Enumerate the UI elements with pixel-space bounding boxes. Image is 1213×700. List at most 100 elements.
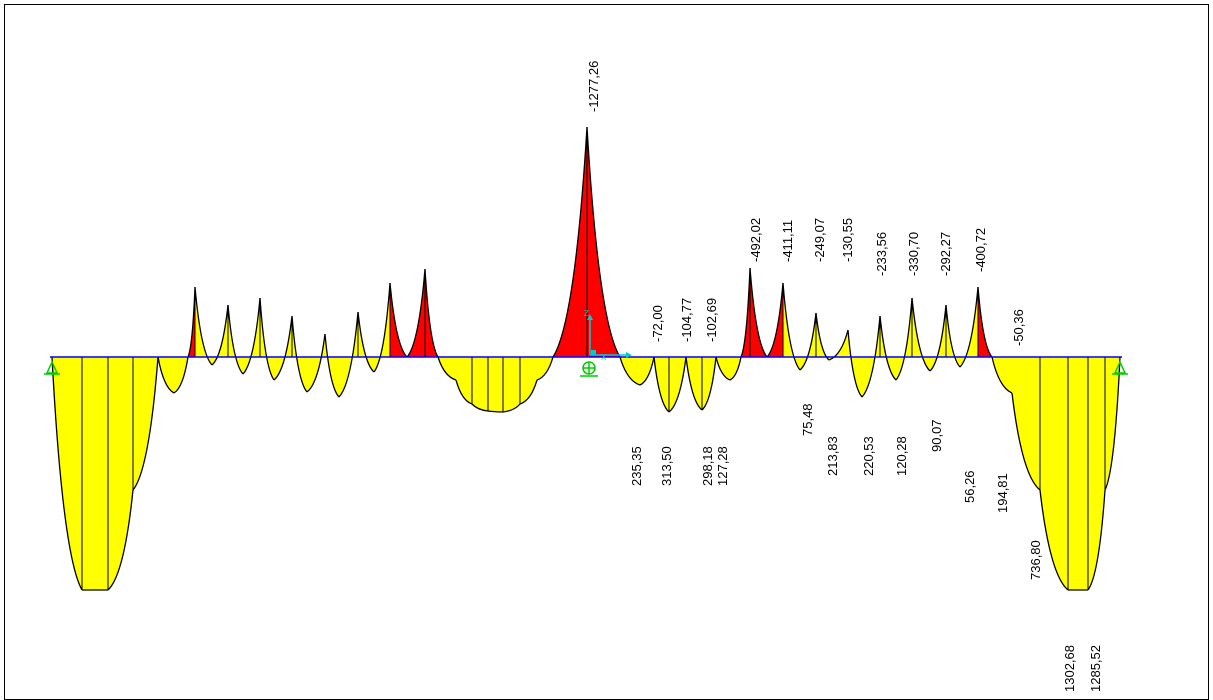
negative-moment-region xyxy=(407,269,425,357)
diagram-outline xyxy=(389,282,408,358)
value-label: 75,48 xyxy=(800,403,815,436)
diagram-outline xyxy=(552,126,588,358)
diagram-outline xyxy=(847,329,863,398)
value-label: 298,18 xyxy=(700,446,715,486)
positive-moment-region xyxy=(307,334,325,392)
positive-moment-region xyxy=(716,357,730,380)
diagram-outline xyxy=(911,297,931,372)
positive-moment-region xyxy=(520,357,537,404)
positive-moment-region xyxy=(946,305,960,367)
positive-moment-region xyxy=(52,357,82,590)
diagram-outline xyxy=(685,356,703,411)
diagram-outline xyxy=(519,379,538,405)
diagram-outline xyxy=(815,312,830,361)
positive-moment-region xyxy=(537,357,553,380)
positive-moment-region xyxy=(456,357,472,404)
diagram-outline xyxy=(306,333,326,393)
positive-moment-region xyxy=(640,357,654,385)
value-label: 56,26 xyxy=(962,470,977,503)
diagram-lobes xyxy=(51,126,1121,591)
value-label: 1285,52 xyxy=(1088,645,1103,692)
diagram-outline xyxy=(107,489,134,591)
diagram-outline xyxy=(373,282,391,373)
positive-moment-region xyxy=(174,357,188,393)
diagram-outline xyxy=(259,297,275,381)
diagram-outline xyxy=(338,311,359,398)
axis-x-label: X xyxy=(601,353,607,362)
value-label: -130,55 xyxy=(840,218,855,262)
positive-moment-region xyxy=(1068,357,1088,590)
value-label: -492,02 xyxy=(748,218,763,262)
diagram-outline xyxy=(194,286,213,366)
value-label: -50,36 xyxy=(1011,309,1026,346)
diagram-outline xyxy=(586,126,621,358)
diagram-outline xyxy=(991,356,1013,394)
diagram-outline xyxy=(639,356,655,386)
left-support-icon xyxy=(44,360,60,375)
positive-moment-region xyxy=(800,313,816,370)
positive-moment-region xyxy=(654,357,669,412)
diagram-outline xyxy=(487,410,504,413)
positive-moment-region xyxy=(292,316,307,392)
diagram-outline xyxy=(740,267,751,358)
diagram-outline xyxy=(959,286,979,368)
positive-moment-region xyxy=(783,283,800,370)
value-label: -411,11 xyxy=(780,220,795,262)
diagram-outline xyxy=(437,356,457,381)
negative-moment-region xyxy=(553,127,587,357)
diagram-outline xyxy=(157,356,175,394)
value-label: -233,56 xyxy=(874,232,889,276)
diagram-outline xyxy=(828,329,849,361)
value-label: 1302,68 xyxy=(1062,645,1077,692)
diagram-outline xyxy=(895,297,913,381)
diagram-outline xyxy=(766,282,784,358)
diagram-outline xyxy=(653,356,670,413)
positive-moment-region xyxy=(358,312,374,372)
diagram-outline xyxy=(799,312,817,371)
diagram-outline xyxy=(879,315,897,381)
positive-moment-region xyxy=(503,357,520,412)
positive-moment-region xyxy=(1012,357,1040,490)
negative-value-labels: -1277,26 -72,00 -104,77 -102,69 -492,02 … xyxy=(586,61,1026,346)
value-label: 736,80 xyxy=(1028,540,1043,580)
value-label: -72,00 xyxy=(650,305,665,342)
positive-moment-region xyxy=(438,357,456,380)
positive-moment-region xyxy=(848,330,862,397)
diagram-outline xyxy=(715,356,731,381)
value-label: -102,69 xyxy=(704,298,719,342)
diagram-outline xyxy=(729,356,742,381)
positive-value-labels: 235,35 313,50 298,18 127,28 75,48 213,83… xyxy=(629,403,1103,692)
positive-moment-region xyxy=(228,305,243,374)
positive-moment-region xyxy=(992,357,1012,393)
diagram-outline xyxy=(782,282,801,371)
positive-moment-region xyxy=(1040,357,1068,590)
positive-moment-region xyxy=(158,357,174,393)
negative-moment-region xyxy=(587,127,620,357)
diagram-outline xyxy=(173,356,189,394)
positive-moment-region xyxy=(133,357,158,490)
positive-moment-region xyxy=(912,298,930,371)
diagram-outline xyxy=(424,268,439,358)
diagram-outline xyxy=(227,304,244,375)
diagram-outline xyxy=(455,379,473,405)
value-label: 235,35 xyxy=(629,446,644,486)
diagram-outline xyxy=(502,403,521,413)
value-label: 127,28 xyxy=(715,446,730,486)
diagram-outline xyxy=(242,297,261,375)
positive-moment-region xyxy=(488,357,503,412)
positive-moment-region xyxy=(195,287,212,365)
diagram-outline xyxy=(668,356,687,413)
value-label: -249,07 xyxy=(812,218,827,262)
positive-moment-region xyxy=(816,313,829,360)
span-dividers xyxy=(81,127,1106,590)
value-label: 90,07 xyxy=(929,419,944,452)
diagram-outline xyxy=(701,356,717,411)
diagram-outline xyxy=(471,403,489,412)
value-label: 194,81 xyxy=(995,473,1010,513)
diagram-outline xyxy=(861,315,881,398)
positive-moment-region xyxy=(82,357,108,590)
positive-moment-region xyxy=(829,330,848,360)
positive-moment-region xyxy=(325,334,339,397)
positive-moment-region xyxy=(960,287,978,367)
positive-moment-region xyxy=(374,283,390,372)
